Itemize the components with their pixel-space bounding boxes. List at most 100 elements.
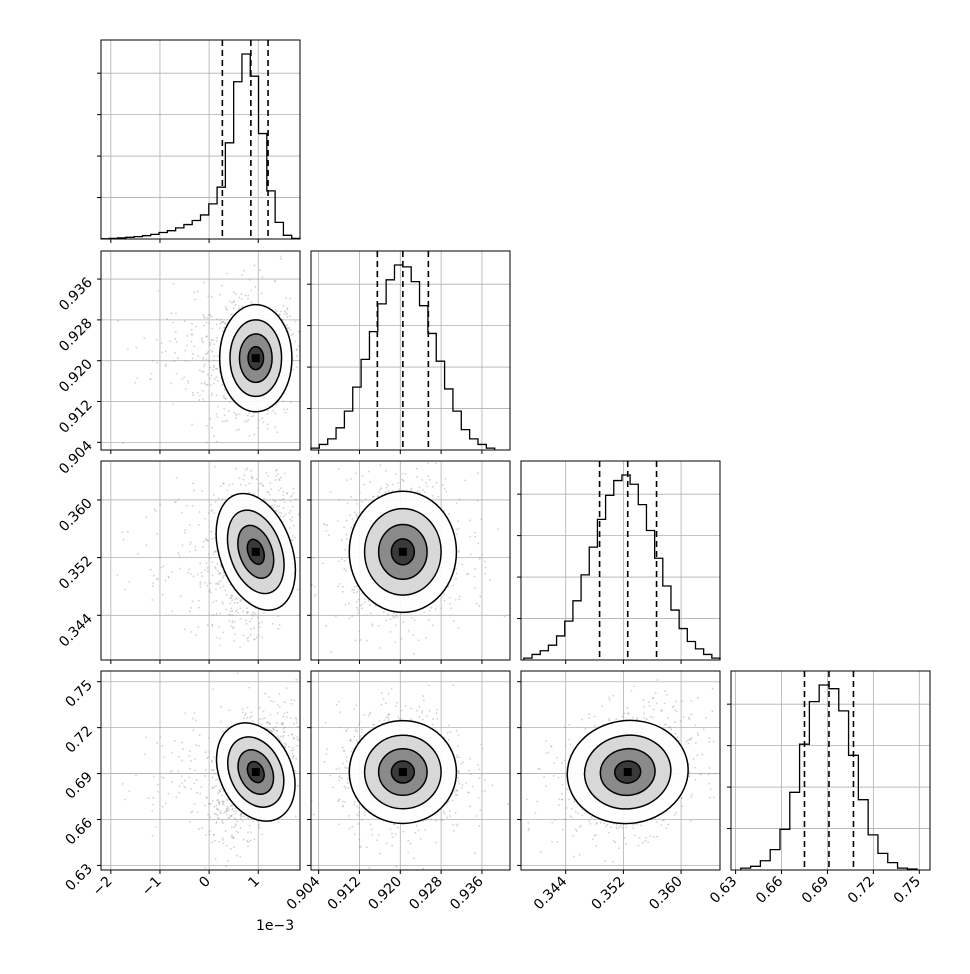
sample-point (180, 596, 182, 598)
sample-point (247, 845, 249, 847)
sample-point (346, 538, 348, 540)
sample-point (229, 597, 231, 599)
sample-point (135, 347, 137, 349)
sample-point (479, 769, 481, 771)
sample-point (345, 729, 347, 731)
sample-point (392, 484, 394, 486)
sample-point (283, 728, 285, 730)
x-tick-label: 0.69 (799, 874, 832, 907)
sample-point (216, 441, 218, 443)
sample-point (220, 706, 222, 708)
sample-point (161, 567, 163, 569)
sample-point (165, 580, 167, 582)
sample-point (223, 395, 225, 397)
sample-point (288, 452, 290, 454)
sample-point (660, 824, 662, 826)
sample-point (198, 828, 200, 830)
sample-point (335, 615, 337, 617)
sample-point (565, 745, 567, 747)
sample-point (378, 625, 380, 627)
sample-point (224, 389, 226, 391)
sample-point (274, 280, 276, 282)
sample-point (244, 714, 246, 716)
sample-point (652, 717, 654, 719)
sample-point (295, 341, 297, 343)
sample-point (219, 638, 221, 640)
sample-point (273, 507, 275, 509)
sample-point (208, 737, 210, 739)
sample-point (359, 721, 361, 723)
sample-point (221, 788, 223, 790)
sample-point (181, 782, 183, 784)
sample-point (242, 611, 244, 613)
sample-point (259, 827, 261, 829)
sample-point (150, 569, 152, 571)
sample-point (225, 672, 227, 674)
sample-point (295, 498, 297, 500)
sample-point (295, 717, 297, 719)
sample-point (422, 871, 424, 873)
sample-point (457, 777, 459, 779)
sample-point (207, 295, 209, 297)
sample-point (295, 679, 297, 681)
sample-point (210, 342, 212, 344)
sample-point (300, 486, 302, 488)
sample-point (338, 768, 340, 770)
sample-point (450, 607, 452, 609)
sample-point (246, 420, 248, 422)
sample-point (262, 276, 264, 278)
sample-point (356, 515, 358, 517)
sample-point (328, 534, 330, 536)
sample-point (203, 365, 205, 367)
sample-point (482, 748, 484, 750)
sample-point (325, 530, 327, 532)
sample-point (343, 568, 345, 570)
sample-point (239, 856, 241, 858)
panel-frame (101, 40, 300, 239)
sample-point (200, 583, 202, 585)
sample-point (368, 471, 370, 473)
sample-point (355, 705, 357, 707)
sample-point (371, 829, 373, 831)
sample-point (145, 736, 147, 738)
sample-point (536, 801, 538, 803)
sample-point (478, 605, 480, 607)
sample-point (228, 807, 230, 809)
sample-point (306, 566, 308, 568)
sample-point (435, 608, 437, 610)
sample-point (237, 831, 239, 833)
sample-point (592, 838, 594, 840)
sample-point (407, 852, 409, 854)
sample-point (292, 753, 294, 755)
sample-point (253, 627, 255, 629)
x-tick-label: 0.920 (365, 874, 405, 914)
sample-point (201, 827, 203, 829)
sample-point (216, 340, 218, 342)
sample-point (497, 528, 499, 530)
sample-point (359, 846, 361, 848)
sample-point (449, 603, 451, 605)
sample-point (176, 341, 178, 343)
sample-point (201, 786, 203, 788)
sample-point (216, 563, 218, 565)
sample-point (246, 717, 248, 719)
sample-point (341, 558, 343, 560)
sample-point (208, 590, 210, 592)
sample-point (211, 561, 213, 563)
sample-point (432, 718, 434, 720)
sample-point (290, 510, 292, 512)
sample-point (149, 378, 151, 380)
sample-point (398, 718, 400, 720)
sample-point (178, 756, 180, 758)
sample-point (425, 637, 427, 639)
sample-point (249, 483, 251, 485)
sample-point (252, 821, 254, 823)
sample-point (184, 529, 186, 531)
sample-point (213, 834, 215, 836)
sample-point (526, 798, 528, 800)
sample-point (303, 743, 305, 745)
sample-point (193, 291, 195, 293)
sample-point (231, 622, 233, 624)
